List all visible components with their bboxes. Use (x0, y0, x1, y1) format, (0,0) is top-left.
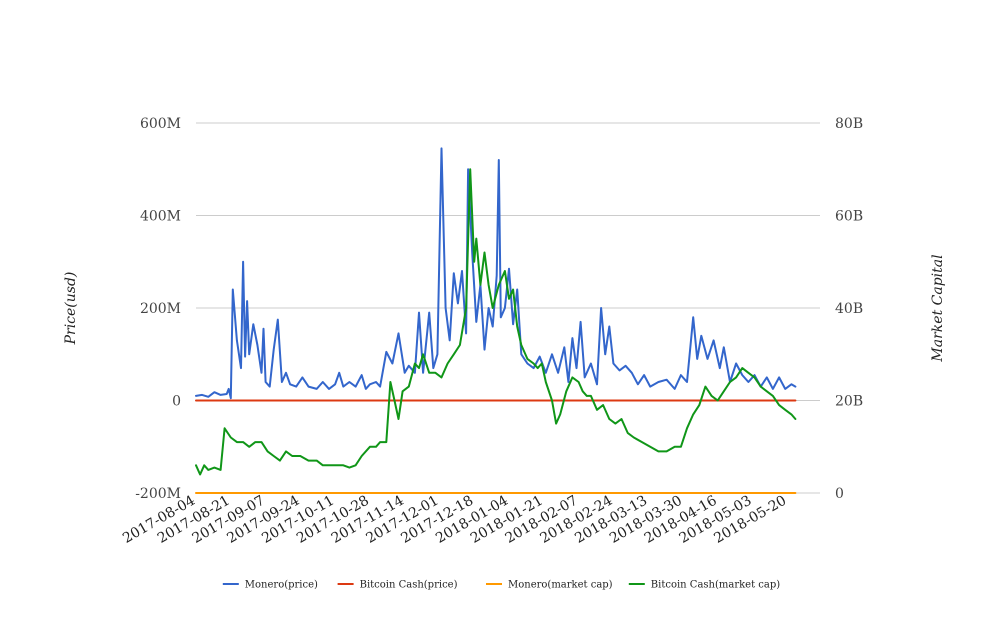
y-left-tick-label: 0 (172, 394, 181, 410)
series-line-monero-price (195, 147, 797, 400)
y-right-tick-label: 20B (835, 394, 863, 410)
y-left-tick-label: 200M (140, 301, 181, 317)
y-left-tick-label: 400M (140, 209, 181, 225)
legend: Monero(price) Bitcoin Cash(price) Monero(m… (222, 580, 780, 591)
y-right-tick-label: 80B (835, 116, 863, 132)
series-layer (195, 147, 797, 494)
y-right-tick-label: 40B (835, 301, 863, 317)
legend-label-bitcoin-cash-market-cap: Bitcoin Cash(market cap) (651, 580, 780, 591)
y-left-tick-label: 600M (140, 116, 181, 132)
y-right-tick-label: 60B (835, 209, 863, 225)
y-right-axis-title: Market Capital (930, 254, 946, 362)
axis-layer: -200M0200M400M600M020B40B60B80B2017-08-0… (63, 116, 946, 547)
grid-layer (196, 122, 820, 494)
series-line-bitcoin-cash-market-cap (195, 168, 797, 476)
y-left-tick-label: -200M (135, 486, 181, 502)
y-left-axis-title: Price(usd) (63, 272, 79, 346)
legend-label-bitcoin-cash-price: Bitcoin Cash(price) (360, 580, 458, 591)
legend-label-monero-price: Monero(price) (245, 580, 318, 591)
legend-label-monero-market-cap: Monero(market cap) (508, 580, 613, 591)
y-right-tick-label: 0 (835, 486, 844, 502)
